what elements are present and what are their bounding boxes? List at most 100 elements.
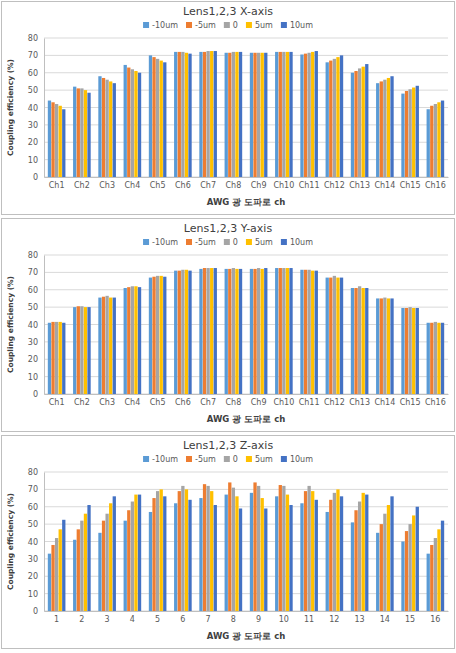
tick-label: 20 <box>28 572 38 581</box>
bar <box>412 88 415 177</box>
x-tick: Ch6 <box>175 181 191 190</box>
bar <box>437 323 440 394</box>
bar <box>311 271 314 394</box>
grid-line <box>44 55 448 56</box>
tick-label: 10 <box>279 615 289 624</box>
legend-item: 0 <box>224 238 238 247</box>
tick-label: 15 <box>405 615 415 624</box>
bar <box>434 538 437 611</box>
x-tick: Ch8 <box>226 398 242 407</box>
bar <box>387 505 390 611</box>
tick-label: 7 <box>206 615 211 624</box>
y-tick: 40 <box>28 104 44 113</box>
bar <box>210 491 213 611</box>
bar <box>336 278 339 394</box>
bar <box>105 296 108 394</box>
legend-item: 10um <box>281 238 313 247</box>
bar <box>286 268 289 394</box>
bar <box>188 500 191 611</box>
legend-item: -5um <box>186 455 216 464</box>
bar <box>333 59 336 177</box>
y-tick: 20 <box>28 355 44 364</box>
y-tick: 80 <box>28 34 44 43</box>
y-tick: 50 <box>28 86 44 95</box>
tick-label: Ch9 <box>251 181 267 190</box>
bar <box>351 73 354 177</box>
x-tick: Ch15 <box>400 181 421 190</box>
bar <box>87 505 90 611</box>
y-tick: 20 <box>28 138 44 147</box>
tick-label: Ch6 <box>175 181 191 190</box>
bar <box>304 491 307 611</box>
legend-label: 10um <box>290 238 313 247</box>
bar <box>239 508 242 611</box>
bar <box>427 554 430 611</box>
y-axis: 01020304050607080 <box>28 34 45 182</box>
bar <box>383 298 386 394</box>
y-axis-title: Coupling efficiency (%) <box>6 59 15 156</box>
bar <box>225 269 228 394</box>
x-tick: Ch10 <box>273 398 294 407</box>
bar-series <box>48 52 430 177</box>
bar-series <box>48 493 430 611</box>
bar <box>156 491 159 611</box>
bar <box>113 496 116 611</box>
bar <box>250 493 253 611</box>
bar <box>232 268 235 394</box>
tick-label: 30 <box>28 338 38 347</box>
x-axis-title: AWG 광 도파로 ch <box>207 631 286 641</box>
bar <box>264 508 267 611</box>
bar <box>376 298 379 394</box>
bar-series <box>48 268 430 394</box>
bar <box>102 297 105 394</box>
tick-label: 5 <box>155 615 160 624</box>
tick-label: Ch14 <box>374 398 395 407</box>
legend-item: 0 <box>224 455 238 464</box>
bar <box>228 482 231 611</box>
x-tick: Ch4 <box>125 181 141 190</box>
bar <box>279 268 282 394</box>
legend-swatch <box>281 22 287 28</box>
bar <box>87 93 90 177</box>
legend-label: 0 <box>233 238 238 247</box>
x-tick: Ch2 <box>74 398 90 407</box>
tick-label: Ch1 <box>49 181 65 190</box>
bar <box>326 278 329 394</box>
tick-label: 60 <box>28 286 38 295</box>
y-tick: 70 <box>28 51 44 60</box>
bar <box>124 288 127 394</box>
y-tick: 60 <box>28 69 44 78</box>
bar <box>430 106 433 177</box>
tick-label: Ch16 <box>425 181 446 190</box>
x-tick: Ch8 <box>226 181 242 190</box>
tick-label: 0 <box>33 607 38 616</box>
y-tick: 10 <box>28 590 44 599</box>
bar <box>326 512 329 611</box>
bar <box>203 484 206 611</box>
bars <box>48 51 444 177</box>
bar <box>134 286 137 394</box>
tick-label: 30 <box>28 121 38 130</box>
bar <box>206 51 209 177</box>
bar <box>315 51 318 177</box>
tick-label: 3 <box>105 615 110 624</box>
tick-label: 1 <box>54 615 59 624</box>
bar <box>383 514 386 611</box>
x-tick: Ch5 <box>150 398 166 407</box>
bar <box>225 495 228 611</box>
legend-label: -10um <box>152 455 178 464</box>
bar-series <box>51 52 433 177</box>
legend-swatch <box>224 22 230 28</box>
bar <box>387 78 390 177</box>
legend-label: 10um <box>290 21 313 30</box>
bar <box>73 307 76 394</box>
bar <box>253 269 256 394</box>
bar <box>412 308 415 394</box>
y-tick: 30 <box>28 555 44 564</box>
bar-series <box>55 268 437 394</box>
tick-label: Ch15 <box>400 181 421 190</box>
bar <box>430 545 433 611</box>
bar <box>102 78 105 177</box>
tick-label: Ch8 <box>226 398 242 407</box>
y-tick: 20 <box>28 572 44 581</box>
